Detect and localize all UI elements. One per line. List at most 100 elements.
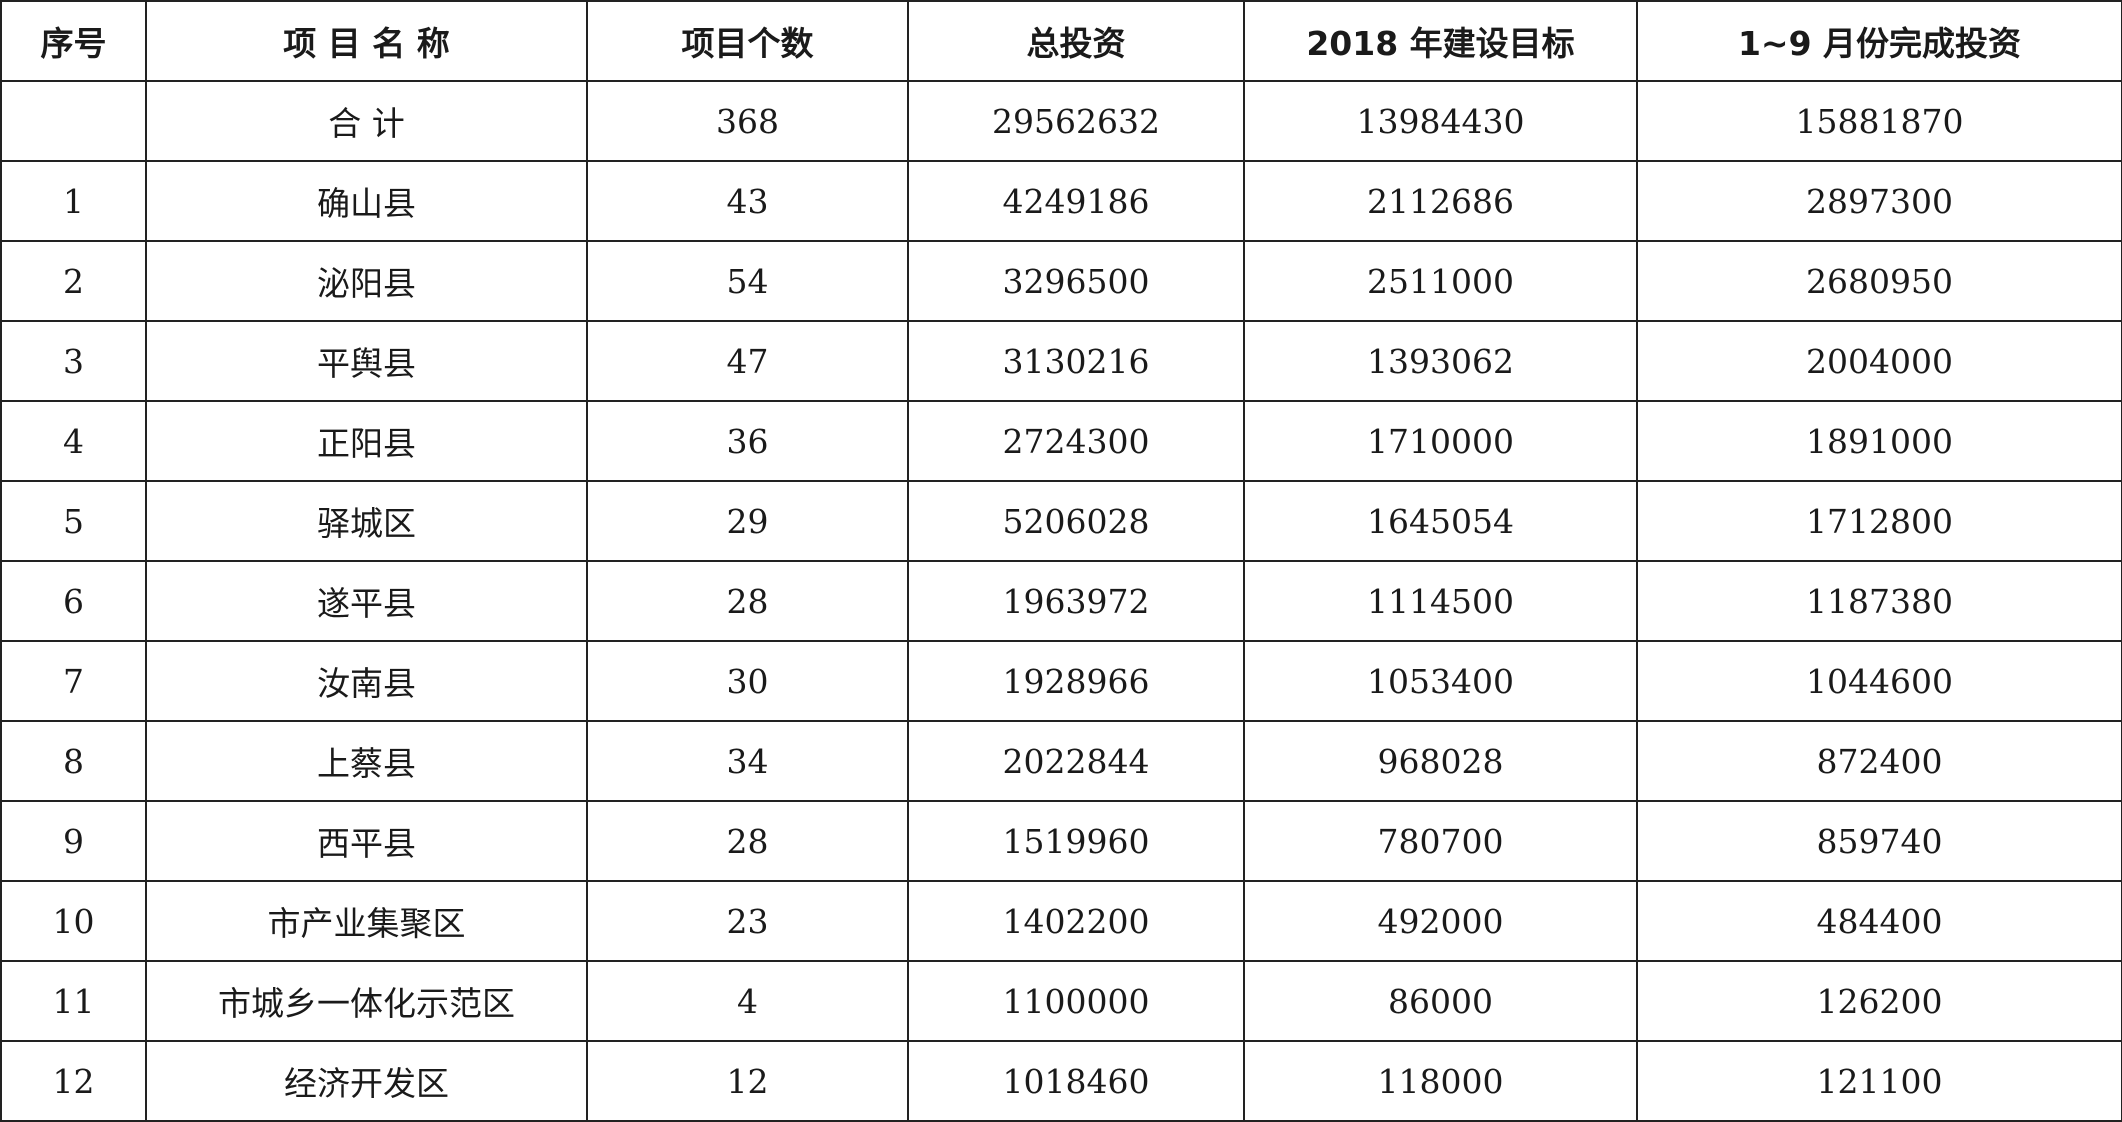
row-total-investment: 1928966 xyxy=(907,640,1245,722)
row-name: 确山县 xyxy=(145,160,588,242)
table-row: 2 泌阳县 54 3296500 2511000 2680950 xyxy=(0,240,2122,322)
row-count: 28 xyxy=(586,560,909,642)
row-name: 上蔡县 xyxy=(145,720,588,802)
row-target-2018: 1393062 xyxy=(1243,320,1638,402)
row-count: 36 xyxy=(586,400,909,482)
row-index: 9 xyxy=(0,800,147,882)
row-total-investment: 1100000 xyxy=(907,960,1245,1042)
row-count: 4 xyxy=(586,960,909,1042)
table-row: 4 正阳县 36 2724300 1710000 1891000 xyxy=(0,400,2122,482)
row-index: 5 xyxy=(0,480,147,562)
row-completed-jan-sep: 1044600 xyxy=(1636,640,2122,722)
row-index: 8 xyxy=(0,720,147,802)
row-count: 23 xyxy=(586,880,909,962)
total-count: 368 xyxy=(586,80,909,162)
total-index xyxy=(0,80,147,162)
row-total-investment: 3130216 xyxy=(907,320,1245,402)
table-row: 7 汝南县 30 1928966 1053400 1044600 xyxy=(0,640,2122,722)
table-row: 5 驿城区 29 5206028 1645054 1712800 xyxy=(0,480,2122,562)
table-row: 6 遂平县 28 1963972 1114500 1187380 xyxy=(0,560,2122,642)
row-completed-jan-sep: 872400 xyxy=(1636,720,2122,802)
table-row: 10 市产业集聚区 23 1402200 492000 484400 xyxy=(0,880,2122,962)
row-target-2018: 968028 xyxy=(1243,720,1638,802)
total-completed-jan-sep: 15881870 xyxy=(1636,80,2122,162)
table-header: 序号 项 目 名 称 项目个数 总投资 2018 年建设目标 1~9 月份完成投… xyxy=(0,0,2122,82)
row-name: 市产业集聚区 xyxy=(145,880,588,962)
row-target-2018: 1645054 xyxy=(1243,480,1638,562)
row-total-investment: 3296500 xyxy=(907,240,1245,322)
row-count: 29 xyxy=(586,480,909,562)
table-row: 1 确山县 43 4249186 2112686 2897300 xyxy=(0,160,2122,242)
header-count: 项目个数 xyxy=(586,0,909,82)
table-body: 合 计 368 29562632 13984430 15881870 1 确山县… xyxy=(0,80,2122,1122)
row-target-2018: 492000 xyxy=(1243,880,1638,962)
header-total-investment: 总投资 xyxy=(907,0,1245,82)
row-target-2018: 118000 xyxy=(1243,1040,1638,1122)
row-total-investment: 5206028 xyxy=(907,480,1245,562)
row-completed-jan-sep: 121100 xyxy=(1636,1040,2122,1122)
row-total-investment: 1402200 xyxy=(907,880,1245,962)
row-index: 12 xyxy=(0,1040,147,1122)
row-name: 遂平县 xyxy=(145,560,588,642)
header-index: 序号 xyxy=(0,0,147,82)
row-count: 43 xyxy=(586,160,909,242)
row-completed-jan-sep: 1712800 xyxy=(1636,480,2122,562)
row-name: 汝南县 xyxy=(145,640,588,722)
row-target-2018: 780700 xyxy=(1243,800,1638,882)
table-row: 12 经济开发区 12 1018460 118000 121100 xyxy=(0,1040,2122,1122)
row-name: 西平县 xyxy=(145,800,588,882)
row-target-2018: 2511000 xyxy=(1243,240,1638,322)
row-completed-jan-sep: 1187380 xyxy=(1636,560,2122,642)
row-total-investment: 2022844 xyxy=(907,720,1245,802)
row-index: 4 xyxy=(0,400,147,482)
row-name: 经济开发区 xyxy=(145,1040,588,1122)
table-row: 8 上蔡县 34 2022844 968028 872400 xyxy=(0,720,2122,802)
row-index: 2 xyxy=(0,240,147,322)
row-name: 平舆县 xyxy=(145,320,588,402)
row-index: 6 xyxy=(0,560,147,642)
row-count: 54 xyxy=(586,240,909,322)
header-name: 项 目 名 称 xyxy=(145,0,588,82)
row-target-2018: 2112686 xyxy=(1243,160,1638,242)
row-index: 1 xyxy=(0,160,147,242)
row-name: 泌阳县 xyxy=(145,240,588,322)
total-investment-sum: 29562632 xyxy=(907,80,1245,162)
row-completed-jan-sep: 126200 xyxy=(1636,960,2122,1042)
header-target-2018: 2018 年建设目标 xyxy=(1243,0,1638,82)
total-row: 合 计 368 29562632 13984430 15881870 xyxy=(0,80,2122,162)
row-index: 10 xyxy=(0,880,147,962)
total-label: 合 计 xyxy=(145,80,588,162)
row-index: 11 xyxy=(0,960,147,1042)
row-name: 正阳县 xyxy=(145,400,588,482)
header-row: 序号 项 目 名 称 项目个数 总投资 2018 年建设目标 1~9 月份完成投… xyxy=(0,0,2122,82)
row-target-2018: 1710000 xyxy=(1243,400,1638,482)
row-name: 市城乡一体化示范区 xyxy=(145,960,588,1042)
table-row: 3 平舆县 47 3130216 1393062 2004000 xyxy=(0,320,2122,402)
row-total-investment: 1963972 xyxy=(907,560,1245,642)
row-total-investment: 1018460 xyxy=(907,1040,1245,1122)
row-count: 12 xyxy=(586,1040,909,1122)
row-name: 驿城区 xyxy=(145,480,588,562)
row-total-investment: 1519960 xyxy=(907,800,1245,882)
row-completed-jan-sep: 1891000 xyxy=(1636,400,2122,482)
row-count: 47 xyxy=(586,320,909,402)
header-completed-jan-sep: 1~9 月份完成投资 xyxy=(1636,0,2122,82)
row-completed-jan-sep: 2897300 xyxy=(1636,160,2122,242)
row-total-investment: 2724300 xyxy=(907,400,1245,482)
row-count: 28 xyxy=(586,800,909,882)
table-row: 9 西平县 28 1519960 780700 859740 xyxy=(0,800,2122,882)
row-index: 3 xyxy=(0,320,147,402)
row-completed-jan-sep: 859740 xyxy=(1636,800,2122,882)
row-count: 34 xyxy=(586,720,909,802)
row-completed-jan-sep: 2680950 xyxy=(1636,240,2122,322)
table-row: 11 市城乡一体化示范区 4 1100000 86000 126200 xyxy=(0,960,2122,1042)
row-completed-jan-sep: 2004000 xyxy=(1636,320,2122,402)
row-count: 30 xyxy=(586,640,909,722)
row-total-investment: 4249186 xyxy=(907,160,1245,242)
row-target-2018: 1053400 xyxy=(1243,640,1638,722)
row-completed-jan-sep: 484400 xyxy=(1636,880,2122,962)
row-target-2018: 86000 xyxy=(1243,960,1638,1042)
total-target-2018: 13984430 xyxy=(1243,80,1638,162)
row-index: 7 xyxy=(0,640,147,722)
